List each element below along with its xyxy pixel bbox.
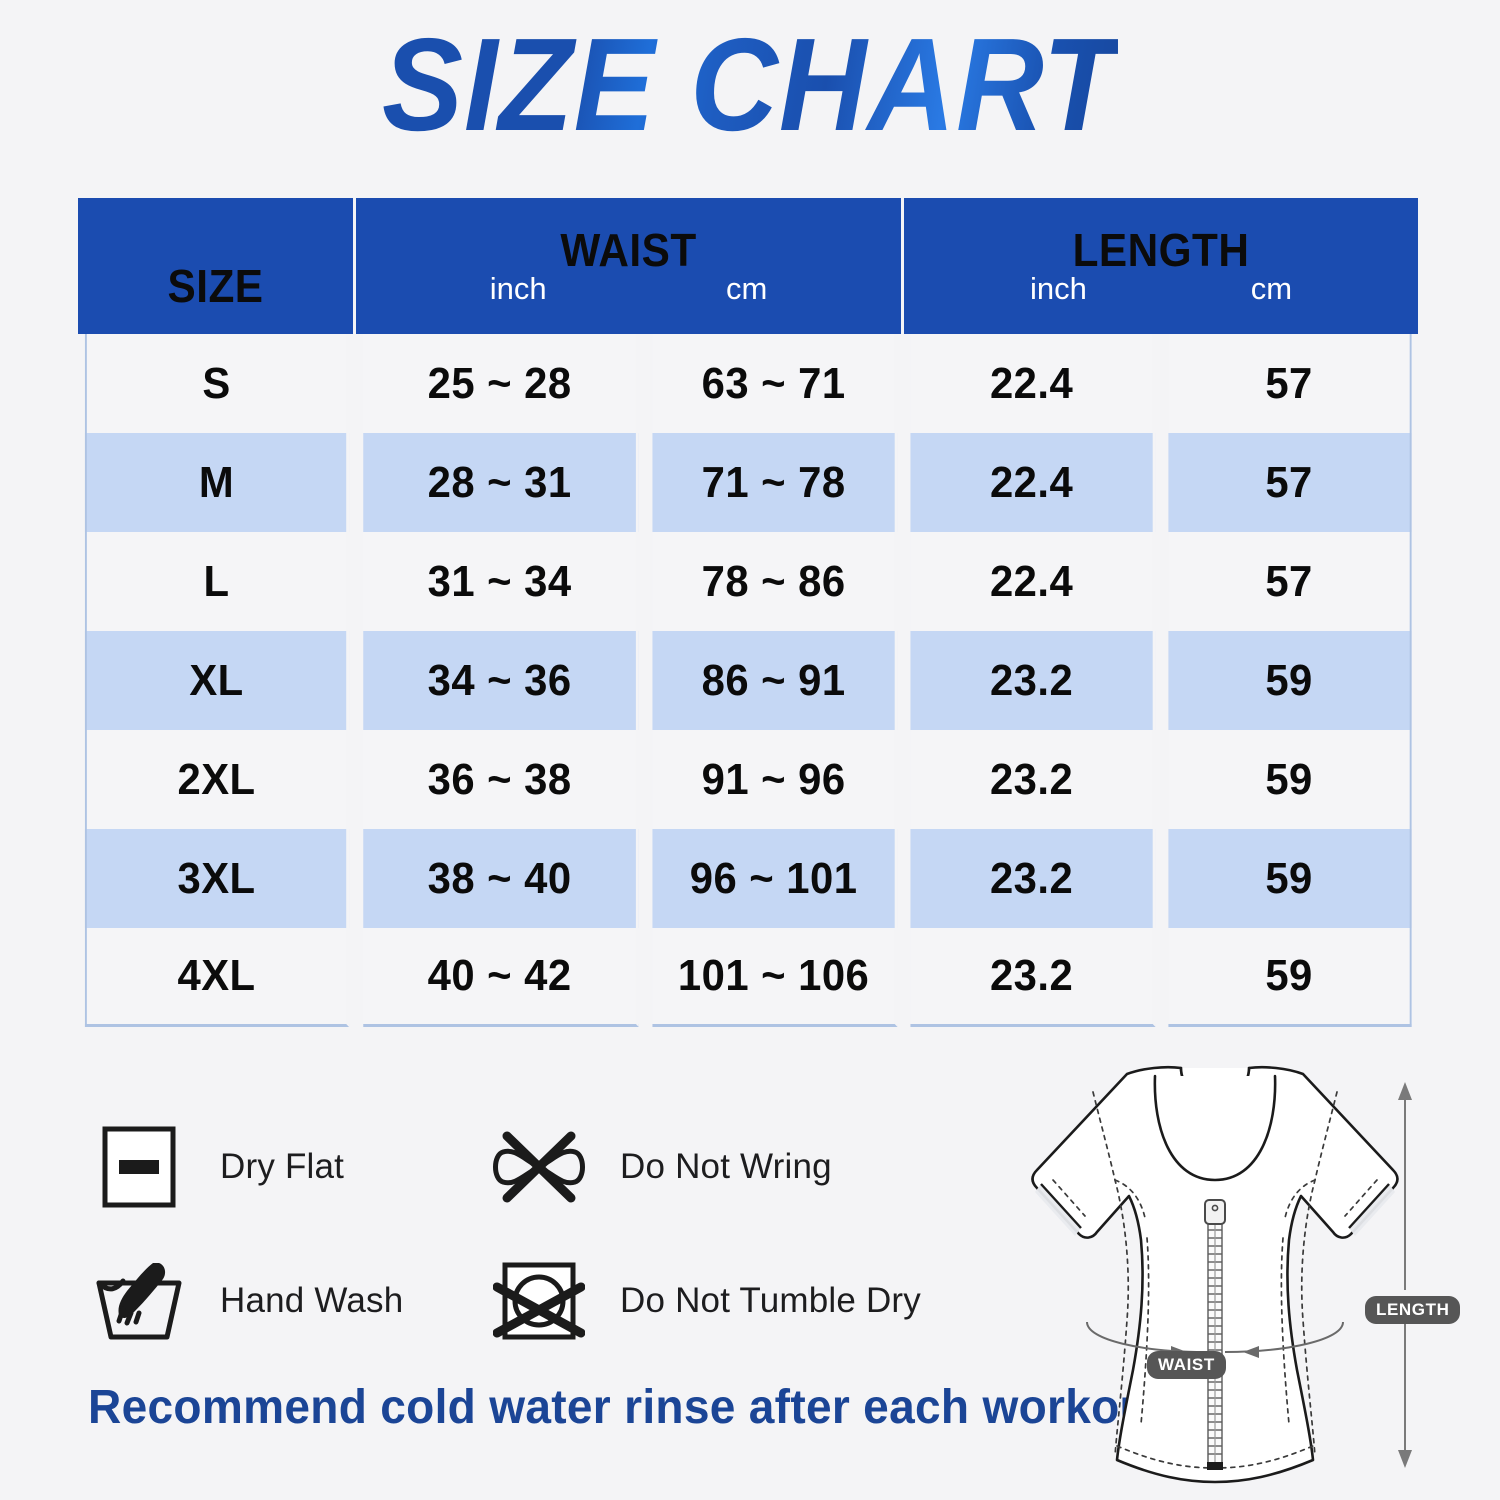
hand-wash-icon [88, 1250, 190, 1352]
table-row: XL 34 ~ 36 86 ~ 91 23.2 59 [78, 631, 1418, 730]
cell-waist_cm: 71 ~ 78 [652, 433, 898, 532]
do-not-wring-icon [488, 1116, 590, 1218]
cell-waist_inch: 28 ~ 31 [363, 433, 639, 532]
page-title-container: SIZE CHART [0, 14, 1500, 156]
cell-length_inch: 23.2 [910, 631, 1156, 730]
header-waist-units: inch cm [356, 271, 901, 307]
header-length-label: LENGTH [1072, 224, 1250, 276]
cell-size: 3XL [84, 829, 350, 928]
cell-length_cm: 59 [1168, 631, 1412, 730]
table-header: SIZE WAIST inch cm LENGTH inch cm [78, 198, 1418, 334]
care-item-dry-flat: Dry Flat [88, 1100, 488, 1234]
cell-size: 4XL [84, 928, 350, 1027]
cell-size: M [84, 433, 350, 532]
care-item-hand-wash: Hand Wash [88, 1234, 488, 1368]
cell-waist_cm: 63 ~ 71 [652, 334, 898, 433]
care-label-do-not-tumble-dry: Do Not Tumble Dry [620, 1281, 921, 1320]
cell-waist_inch: 40 ~ 42 [363, 928, 639, 1027]
cell-length_inch: 23.2 [910, 730, 1156, 829]
cell-waist_inch: 36 ~ 38 [363, 730, 639, 829]
cell-length_cm: 57 [1168, 334, 1412, 433]
table-row: L 31 ~ 34 78 ~ 86 22.4 57 [78, 532, 1418, 631]
recommendation-text: Recommend cold water rinse after each wo… [88, 1381, 1177, 1434]
care-instructions: Dry Flat Do Not Wring Han [88, 1100, 958, 1368]
cell-waist_inch: 25 ~ 28 [363, 334, 639, 433]
header-length-inch: inch [1029, 271, 1087, 306]
cell-waist_inch: 31 ~ 34 [363, 532, 639, 631]
table-row: S 25 ~ 28 63 ~ 71 22.4 57 [78, 334, 1418, 433]
table-row: 4XL 40 ~ 42 101 ~ 106 23.2 59 [78, 928, 1418, 1027]
table-row: M 28 ~ 31 71 ~ 78 22.4 57 [78, 433, 1418, 532]
cell-waist_cm: 101 ~ 106 [652, 928, 898, 1027]
cell-waist_cm: 96 ~ 101 [652, 829, 898, 928]
cell-length_inch: 22.4 [910, 334, 1156, 433]
cell-size: 2XL [84, 730, 350, 829]
header-length: LENGTH inch cm [904, 198, 1418, 334]
cell-waist_inch: 34 ~ 36 [363, 631, 639, 730]
table-row: 2XL 36 ~ 38 91 ~ 96 23.2 59 [78, 730, 1418, 829]
waist-measure-badge: WAIST [1147, 1351, 1226, 1379]
cell-waist_inch: 38 ~ 40 [363, 829, 639, 928]
header-length-units: inch cm [904, 271, 1418, 307]
cell-length_cm: 57 [1168, 532, 1412, 631]
header-waist: WAIST inch cm [356, 198, 904, 334]
size-chart-table: SIZE WAIST inch cm LENGTH inch cm [78, 198, 1418, 1027]
length-measure-badge: LENGTH [1365, 1296, 1461, 1324]
cell-waist_cm: 91 ~ 96 [652, 730, 898, 829]
care-label-dry-flat: Dry Flat [220, 1147, 345, 1186]
cell-length_inch: 23.2 [910, 829, 1156, 928]
garment-illustration: WAIST LENGTH [975, 1058, 1461, 1500]
page-title: SIZE CHART [382, 11, 1118, 158]
care-item-do-not-wring: Do Not Wring [488, 1100, 958, 1234]
cell-length_inch: 23.2 [910, 928, 1156, 1027]
cell-size: S [84, 334, 350, 433]
cell-waist_cm: 78 ~ 86 [652, 532, 898, 631]
header-waist-label: WAIST [560, 224, 697, 276]
dry-flat-icon [88, 1116, 190, 1218]
cell-size: L [84, 532, 350, 631]
cell-waist_cm: 86 ~ 91 [652, 631, 898, 730]
do-not-tumble-dry-icon [488, 1250, 590, 1352]
header-length-cm: cm [1250, 271, 1293, 306]
care-label-do-not-wring: Do Not Wring [620, 1147, 832, 1186]
table-body: S 25 ~ 28 63 ~ 71 22.4 57 M 28 ~ 31 71 ~ 78 22.4… [78, 334, 1418, 1027]
header-waist-inch: inch [489, 271, 547, 306]
table-row: 3XL 38 ~ 40 96 ~ 101 23.2 59 [78, 829, 1418, 928]
cell-length_cm: 59 [1168, 829, 1412, 928]
header-waist-cm: cm [725, 271, 768, 306]
care-item-do-not-tumble-dry: Do Not Tumble Dry [488, 1234, 958, 1368]
cell-length_inch: 22.4 [910, 433, 1156, 532]
cell-length_cm: 59 [1168, 928, 1412, 1027]
zipper-graphic [1204, 1199, 1226, 1470]
care-label-hand-wash: Hand Wash [220, 1281, 404, 1320]
cell-length_cm: 59 [1168, 730, 1412, 829]
cell-length_inch: 22.4 [910, 532, 1156, 631]
table-header-row: SIZE WAIST inch cm LENGTH inch cm [78, 198, 1418, 334]
header-size: SIZE [78, 198, 356, 334]
header-size-label: SIZE [167, 260, 264, 312]
cell-size: XL [84, 631, 350, 730]
cell-length_cm: 57 [1168, 433, 1412, 532]
